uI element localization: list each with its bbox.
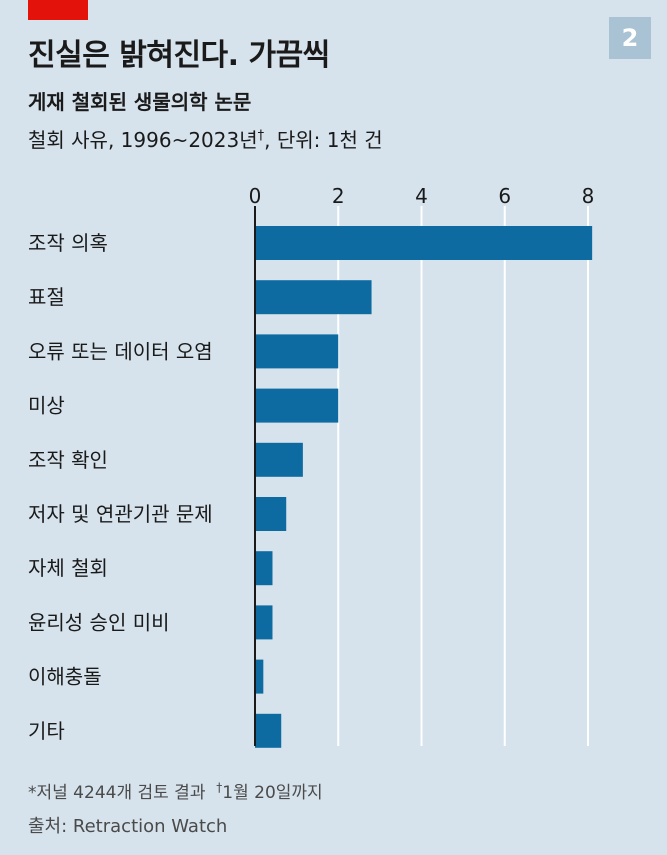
- x-tick-label-3: 6: [498, 184, 511, 208]
- category-label-9: 기타: [28, 719, 65, 743]
- x-tick-label-4: 8: [582, 184, 595, 208]
- dagger-marker: †: [257, 128, 265, 144]
- category-label-7: 윤리성 승인 미비: [28, 610, 170, 634]
- source-note: 출처: Retraction Watch: [28, 816, 228, 837]
- description-text: 철회 사유, 1996~2023년: [28, 128, 258, 152]
- footnote: *저널 4244개 검토 결과 †1월 20일까지: [28, 778, 323, 803]
- chart-subtitle: 게재 철회된 생물의학 논문: [28, 90, 252, 114]
- footnote-journals: *저널 4244개 검토 결과: [28, 783, 206, 803]
- bar-7: [255, 605, 273, 640]
- category-label-1: 표절: [28, 285, 65, 309]
- category-label-6: 자체 철회: [28, 556, 108, 580]
- brand-accent-tag: [28, 0, 88, 20]
- chart-number-badge: 2: [609, 17, 651, 59]
- chart-description: 철회 사유, 1996~2023년†, 단위: 1천 건: [28, 124, 383, 153]
- bar-4: [255, 442, 303, 477]
- bar-5: [255, 497, 287, 531]
- chart-title: 진실은 밝혀진다. 가끔씩: [28, 38, 330, 73]
- bar-3: [255, 388, 339, 423]
- category-label-4: 조작 확인: [28, 448, 108, 472]
- bar-1: [255, 280, 372, 315]
- category-label-2: 오류 또는 데이터 오염: [28, 339, 213, 363]
- bar-0: [255, 226, 593, 260]
- category-label-3: 미상: [28, 394, 65, 418]
- x-tick-label-0: 0: [249, 184, 262, 208]
- footnote-dagger: †: [216, 780, 223, 795]
- x-tick-label-2: 4: [415, 184, 428, 208]
- bar-8: [255, 659, 264, 694]
- x-tick-label-1: 2: [332, 184, 345, 208]
- category-label-5: 저자 및 연관기관 문제: [28, 502, 213, 526]
- bar-9: [255, 713, 282, 748]
- category-label-0: 조작 의혹: [28, 231, 108, 255]
- description-unit: , 단위: 1천 건: [264, 128, 383, 152]
- category-label-8: 이해충돌: [28, 665, 102, 689]
- footnote-date: 1월 20일까지: [222, 783, 323, 803]
- bar-6: [255, 551, 273, 586]
- bar-2: [255, 334, 339, 369]
